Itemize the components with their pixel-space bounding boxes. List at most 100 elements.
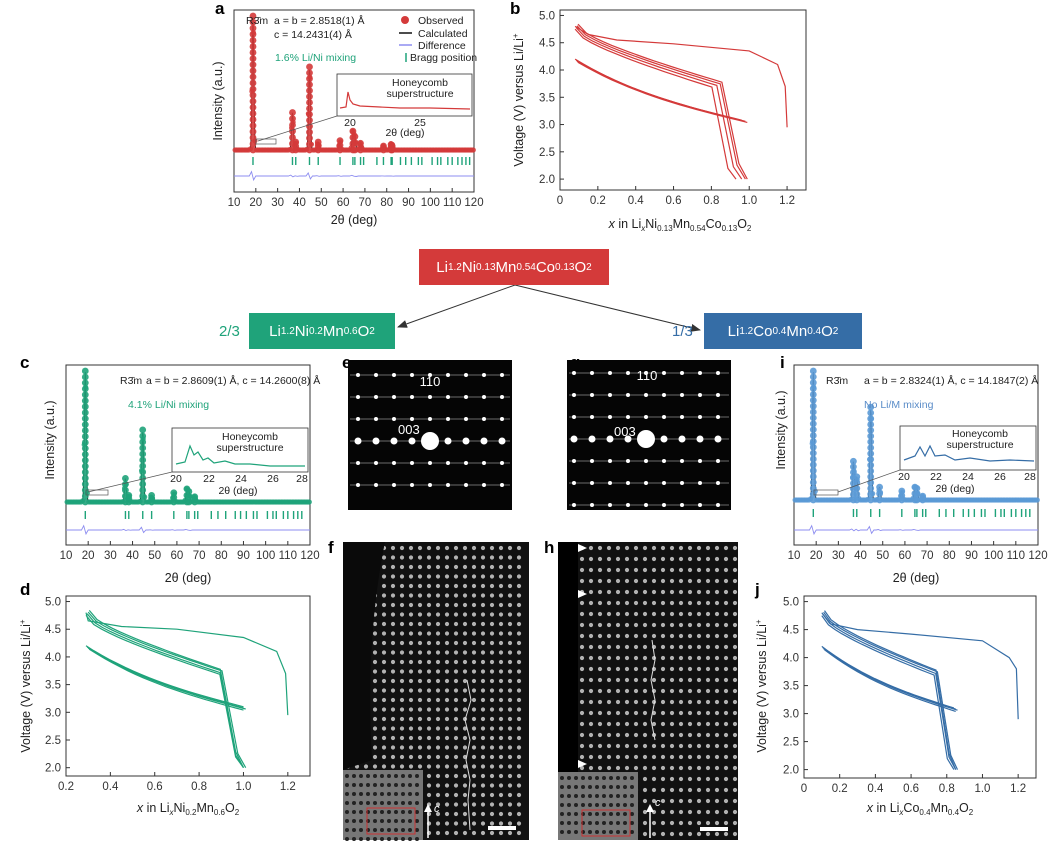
atom-column <box>471 792 477 798</box>
observed-point <box>306 116 313 124</box>
atom-column <box>714 787 720 793</box>
x-tick-label: 90 <box>237 550 250 562</box>
diffraction-spot <box>644 503 648 507</box>
y-tick-label: 5.0 <box>783 597 799 609</box>
legend-calculated: Calculated <box>418 28 468 40</box>
diffraction-spot <box>446 373 450 377</box>
diffraction-spot <box>716 371 720 375</box>
atom-column <box>507 783 513 788</box>
atom-column <box>489 773 495 779</box>
diffraction-spot <box>446 483 450 487</box>
inset-atom <box>401 828 405 832</box>
atom-column <box>705 600 711 606</box>
atom-column <box>471 764 477 769</box>
inset-model <box>581 809 631 837</box>
discharge-curve <box>88 610 245 768</box>
atom-column <box>399 583 405 589</box>
atom-column <box>435 821 441 826</box>
atom-column <box>651 633 657 639</box>
atom-column <box>705 545 711 551</box>
atom-column <box>678 710 684 716</box>
atom-column <box>462 773 468 779</box>
observed-point <box>809 467 817 475</box>
diffraction-spot <box>421 432 439 450</box>
atom-column <box>480 545 486 551</box>
xrd-i-inset-tick-2: 24 <box>962 471 974 483</box>
atom-column <box>399 650 405 655</box>
atom-column <box>651 798 657 804</box>
atom-column <box>381 697 387 703</box>
inset-atom <box>352 810 356 814</box>
observed-point <box>809 496 817 504</box>
x-tick-label: 80 <box>380 197 393 209</box>
inset-atom <box>616 830 620 834</box>
atom-column <box>462 593 468 598</box>
atom-column <box>462 726 468 731</box>
atom-column <box>453 811 459 817</box>
atom-column <box>417 612 423 617</box>
atom-column <box>624 622 630 628</box>
atom-column <box>723 754 729 760</box>
atom-column <box>624 699 630 705</box>
atom-column <box>723 622 729 628</box>
atom-column <box>390 697 396 703</box>
atom-column <box>696 776 702 782</box>
atom-column <box>462 678 468 684</box>
atom-column <box>615 677 621 683</box>
observed-point <box>913 496 921 504</box>
observed-point <box>249 128 257 136</box>
xrd-i-inset-tick-0: 20 <box>898 471 910 483</box>
y-tick-label: 3.0 <box>783 709 799 721</box>
atom-column <box>489 678 495 684</box>
inset-atom <box>415 792 419 796</box>
atom-column <box>498 716 504 722</box>
observed-point <box>809 432 817 439</box>
xrd-c-lattice: a = b = 2.8609(1) Å, c = 14.2600(8) Å <box>146 374 320 387</box>
atom-column <box>597 666 603 672</box>
y-tick-label: 5.0 <box>45 597 61 609</box>
atom-column <box>687 743 693 749</box>
atom-column <box>498 545 504 551</box>
observed-point <box>289 115 296 123</box>
atom-column <box>489 821 495 826</box>
atom-column <box>471 602 477 608</box>
atom-column <box>426 773 432 779</box>
diffraction-spot <box>572 481 576 485</box>
atom-column <box>444 792 450 798</box>
atom-column <box>372 659 378 665</box>
y-tick-label: 2.0 <box>783 765 799 777</box>
atom-column <box>642 688 648 694</box>
atom-column <box>480 583 486 589</box>
atom-column <box>408 716 414 722</box>
atom-column <box>408 602 414 608</box>
atom-column <box>381 716 387 722</box>
atom-column <box>678 688 684 694</box>
atom-column <box>498 802 504 807</box>
atom-column <box>579 633 585 639</box>
atom-column <box>660 655 666 661</box>
x-tick-label: 80 <box>943 550 956 562</box>
atom-column <box>732 787 738 793</box>
atom-column <box>489 650 495 655</box>
x-tick-label: 30 <box>832 550 845 562</box>
inset-atom <box>394 828 398 832</box>
atom-column <box>687 677 693 683</box>
atom-column <box>633 644 639 650</box>
atom-column <box>408 659 414 665</box>
xrd-i-xlabel: 2θ (deg) <box>893 571 940 585</box>
inset-atom <box>630 821 634 825</box>
observed-point <box>249 110 257 117</box>
panel-label-i: i <box>780 353 785 372</box>
atom-column <box>660 677 666 683</box>
inset-atom <box>345 801 349 805</box>
atom-column <box>516 669 522 674</box>
atom-column <box>516 716 522 722</box>
observed-point <box>122 475 129 482</box>
atom-column <box>606 743 612 749</box>
atom-column <box>426 612 432 617</box>
diffraction-spot <box>500 483 504 487</box>
inset-atom <box>387 837 391 841</box>
xrd-c-inset-title-2: superstructure <box>216 442 283 454</box>
atom-column <box>489 621 495 627</box>
atom-column <box>732 545 738 551</box>
